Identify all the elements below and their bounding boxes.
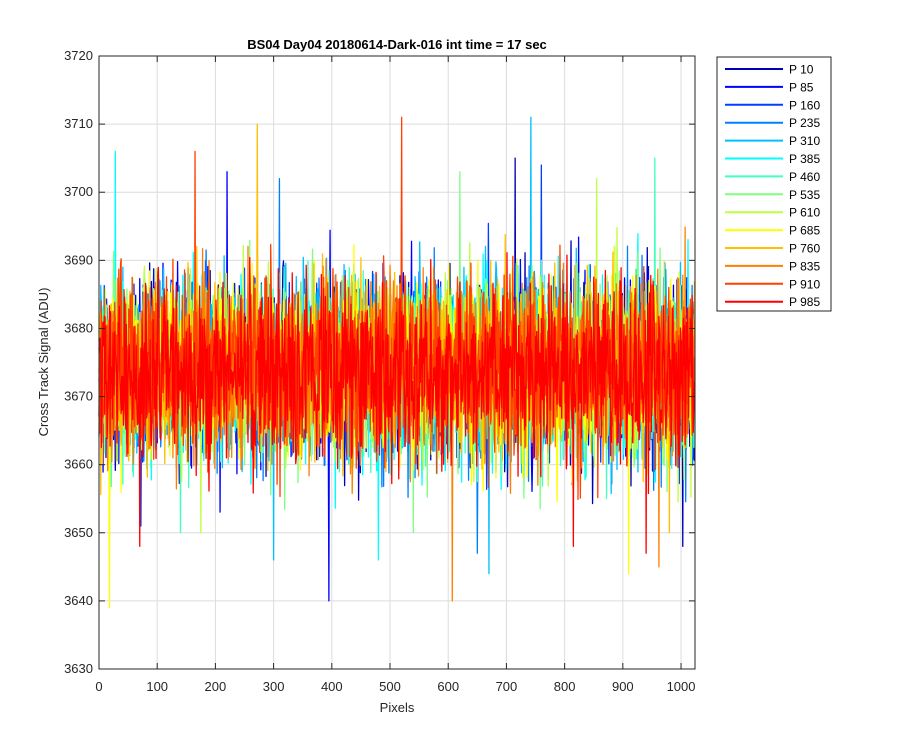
legend-label: P 460 xyxy=(789,170,820,184)
x-axis-label: Pixels xyxy=(380,700,415,715)
y-tick-label: 3650 xyxy=(64,525,93,540)
plot-frame xyxy=(98,55,696,670)
legend-label: P 160 xyxy=(789,98,820,112)
legend-label: P 310 xyxy=(789,134,820,148)
legend-label: P 685 xyxy=(789,224,820,238)
legend-label: P 85 xyxy=(789,80,814,94)
series-layer xyxy=(98,116,696,609)
x-tick-label: 300 xyxy=(263,679,285,694)
legend: P 10 P 85 P 160 P 235 P 310 P 385 P 460 P 535 P … xyxy=(716,56,832,312)
y-axis-label: Cross Track Signal (ADU) xyxy=(36,288,51,437)
x-tick-label: 200 xyxy=(205,679,227,694)
y-tick-label: 3710 xyxy=(64,116,93,131)
y-tick-label: 3660 xyxy=(64,457,93,472)
legend-box xyxy=(716,56,832,312)
legend-label: P 760 xyxy=(789,242,820,256)
legend-label: P 10 xyxy=(789,63,814,77)
legend-label: P 610 xyxy=(789,206,820,220)
y-tick-label: 3640 xyxy=(64,593,93,608)
y-tick-label: 3670 xyxy=(64,389,93,404)
y-axis-ticks: 3630 3640 3650 3660 3670 3680 3690 3700 3710 3720 xyxy=(64,48,695,676)
y-tick-label: 3630 xyxy=(64,661,93,676)
x-tick-label: 0 xyxy=(95,679,102,694)
legend-label: P 385 xyxy=(789,152,820,166)
legend-items: P 10 P 85 P 160 P 235 P 310 P 385 P 460 P 535 P … xyxy=(725,63,820,309)
legend-label: P 985 xyxy=(789,295,820,309)
y-tick-label: 3700 xyxy=(64,184,93,199)
x-tick-label: 100 xyxy=(146,679,168,694)
legend-label: P 835 xyxy=(789,259,820,273)
y-tick-label: 3680 xyxy=(64,320,93,335)
x-tick-label: 1000 xyxy=(667,679,696,694)
y-tick-label: 3720 xyxy=(64,48,93,63)
x-tick-label: 800 xyxy=(554,679,576,694)
series-line xyxy=(98,252,696,554)
legend-label: P 235 xyxy=(789,116,820,130)
x-tick-label: 700 xyxy=(496,679,518,694)
chart-title: BS04 Day04 20180614-Dark-016 int time = … xyxy=(247,37,547,52)
x-axis-ticks: 0 100 200 300 400 500 600 700 800 900 1000 xyxy=(95,56,695,694)
x-tick-label: 400 xyxy=(321,679,343,694)
legend-label: P 910 xyxy=(789,277,820,291)
x-tick-label: 500 xyxy=(379,679,401,694)
y-tick-label: 3690 xyxy=(64,252,93,267)
legend-label: P 535 xyxy=(789,188,820,202)
x-tick-label: 600 xyxy=(437,679,459,694)
x-tick-label: 900 xyxy=(612,679,634,694)
